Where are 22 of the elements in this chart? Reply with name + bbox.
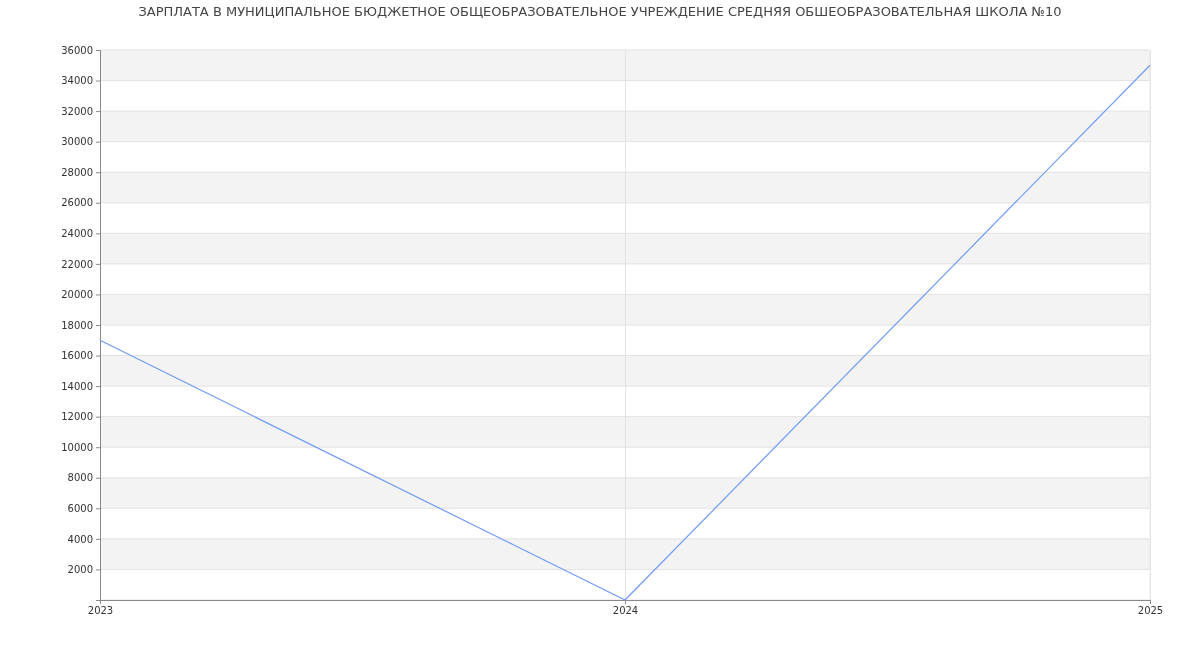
y-tick-label: 34000 bbox=[61, 75, 93, 87]
y-tick-label: 22000 bbox=[61, 258, 93, 270]
y-tick-label: 18000 bbox=[61, 319, 93, 331]
y-tick-label: 2000 bbox=[67, 564, 93, 576]
y-tick-label: 20000 bbox=[61, 289, 93, 301]
y-tick-label: 30000 bbox=[61, 136, 93, 148]
x-tick-label: 2025 bbox=[1137, 605, 1164, 617]
y-tick-label: 36000 bbox=[61, 44, 93, 56]
x-tick-label: 2024 bbox=[612, 605, 639, 617]
y-tick-label: 14000 bbox=[61, 380, 93, 392]
y-tick-label: 8000 bbox=[67, 472, 93, 484]
y-tick-label: 12000 bbox=[61, 411, 93, 423]
y-tick-label: 4000 bbox=[67, 533, 93, 545]
y-tick-label: 24000 bbox=[61, 228, 93, 240]
y-tick-label: 26000 bbox=[61, 197, 93, 209]
y-tick-label: 32000 bbox=[61, 105, 93, 117]
x-tick-label: 2023 bbox=[87, 605, 114, 617]
y-tick-label: 6000 bbox=[67, 503, 93, 515]
y-tick-label: 16000 bbox=[61, 350, 93, 362]
chart-title: ЗАРПЛАТА В МУНИЦИПАЛЬНОЕ БЮДЖЕТНОЕ ОБЩЕОБРАЗОВАТЕЛЬНОЕ УЧРЕЖДЕНИЕ СРЕДНЯЯ ОБШЕОБРАЗОВАТЕЛЬНАЯ ШКОЛА №10 bbox=[138, 4, 1062, 19]
y-tick-label: 28000 bbox=[61, 166, 93, 178]
y-tick-label: 10000 bbox=[61, 441, 93, 453]
